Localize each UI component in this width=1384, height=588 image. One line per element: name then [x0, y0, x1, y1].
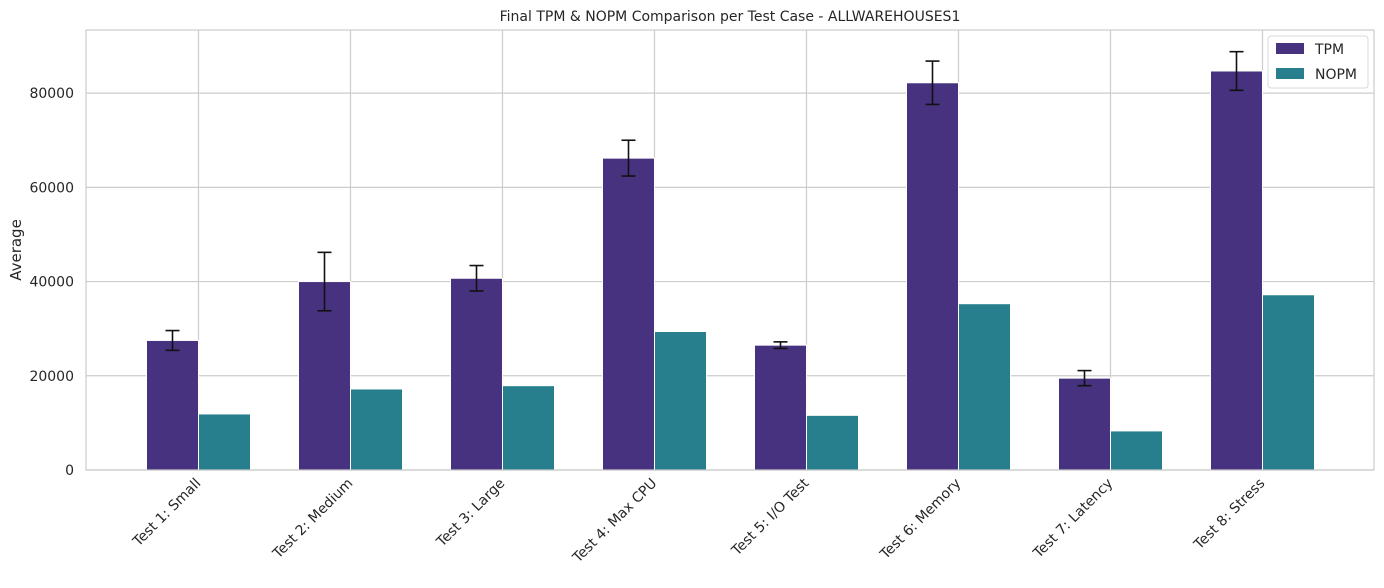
x-tick-label: Test 1: Small [129, 476, 204, 551]
legend-swatch-tpm [1276, 43, 1304, 54]
y-axis-ticks: 0 20000 40000 60000 80000 [29, 86, 74, 479]
bar-nopm [1110, 430, 1163, 471]
bar-nopm [654, 330, 707, 471]
bar-nopm [806, 414, 859, 471]
legend-label-tpm: TPM [1314, 42, 1344, 58]
y-tick-label: 40000 [29, 275, 74, 291]
y-tick-label: 80000 [29, 86, 74, 102]
bar-nopm [502, 385, 555, 471]
bars-layer [146, 70, 1315, 471]
bar-tpm [602, 157, 655, 471]
error-bars-layer [165, 50, 1244, 387]
y-tick-label: 60000 [29, 180, 74, 196]
bar-nopm [350, 388, 403, 471]
bar-nopm [198, 413, 251, 471]
x-tick-label: Test 2: Medium [269, 476, 356, 563]
bar-tpm [146, 339, 199, 471]
bar-tpm [1058, 377, 1111, 471]
y-tick-label: 0 [65, 463, 74, 479]
grid-lines [86, 30, 1374, 471]
y-axis-label: Average [7, 219, 25, 281]
x-tick-label: Test 5: I/O Test [728, 475, 812, 559]
x-tick-label: Test 7: Latency [1030, 476, 1117, 563]
x-tick-label: Test 6: Memory [877, 476, 965, 564]
bar-tpm [754, 344, 807, 471]
bar-nopm [958, 303, 1011, 471]
x-tick-label: Test 3: Large [433, 476, 508, 551]
y-tick-label: 20000 [29, 369, 74, 385]
legend: TPM NOPM [1267, 35, 1369, 89]
plot-frame [85, 29, 1375, 471]
bar-tpm [906, 82, 959, 471]
x-axis-ticks: Test 1: Small Test 2: Medium Test 3: Large… [129, 475, 1268, 567]
chart-title: Final TPM & NOPM Comparison per Test Cas… [500, 9, 961, 25]
x-tick-label: Test 4: Max CPU [569, 476, 660, 567]
legend-label-nopm: NOPM [1315, 67, 1357, 83]
bar-tpm [450, 277, 503, 471]
bar-tpm [298, 281, 351, 471]
legend-swatch-nopm [1276, 68, 1304, 79]
bar-nopm [1262, 294, 1315, 471]
bar-tpm [1210, 70, 1263, 471]
x-tick-label: Test 8: Stress [1190, 476, 1268, 554]
